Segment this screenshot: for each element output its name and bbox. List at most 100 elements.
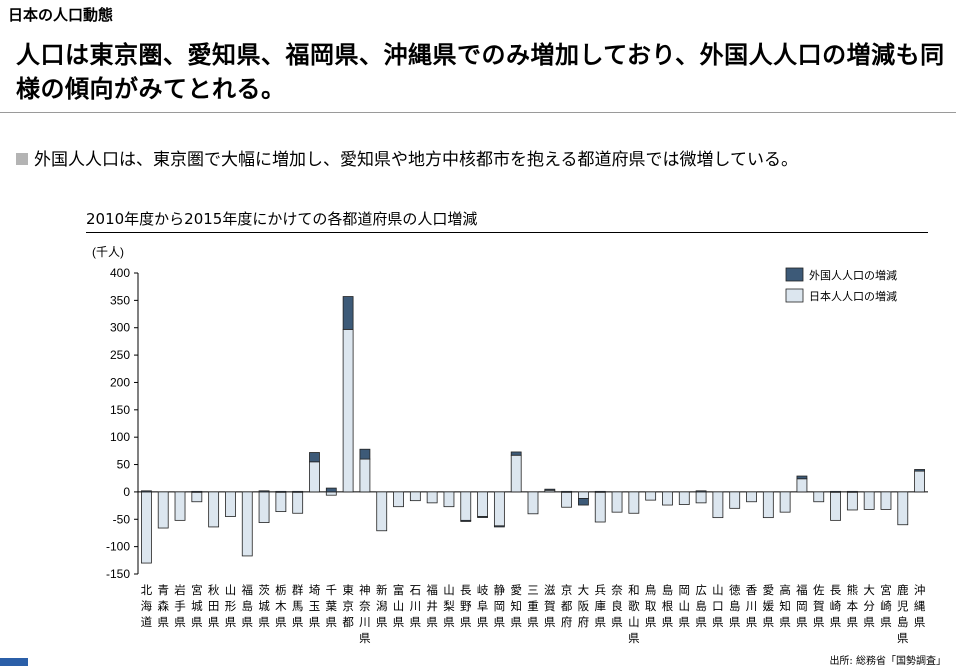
y-tick-label: 300 (110, 321, 130, 335)
bar-japanese-26 (578, 491, 589, 499)
bar-foreign-42 (846, 490, 858, 493)
bar-japanese-22 (510, 454, 522, 493)
x-category-label: 三重県 (527, 583, 539, 629)
bar-japanese-25 (561, 491, 573, 508)
bar-foreign-21 (493, 525, 505, 528)
bar-japanese-34 (712, 491, 724, 519)
x-category-label: 秋田県 (208, 583, 220, 629)
bar-japanese-4 (208, 491, 220, 528)
bar-japanese-17 (426, 491, 438, 504)
x-category-label: 大分県 (863, 583, 875, 629)
x-category-label: 沖縄県 (914, 583, 926, 629)
x-category-label: 群馬県 (292, 583, 304, 629)
x-category-label: 長崎県 (830, 583, 842, 629)
bar-japanese-9 (292, 491, 304, 514)
bar-foreign-19 (460, 519, 472, 522)
bar-foreign-12 (342, 296, 354, 330)
x-category-label: 高知県 (779, 583, 791, 629)
bar-foreign-46 (914, 469, 925, 472)
x-category-label: 京都府 (561, 583, 573, 629)
x-category-label: 東京都 (342, 583, 354, 629)
bar-japanese-8 (275, 491, 287, 513)
bullet-row: 外国人人口は、東京圏で大幅に増加し、愛知県や地方中核都市を抱える都道府県では微増… (16, 145, 798, 170)
bar-japanese-7 (258, 491, 270, 523)
bar-foreign-26 (578, 498, 589, 506)
y-tick-label: 100 (110, 430, 130, 444)
bar-foreign-22 (510, 451, 522, 456)
bottom-logo-fragment (0, 658, 28, 666)
bar-japanese-31 (662, 491, 673, 506)
x-category-label: 鳥取県 (645, 583, 657, 629)
x-category-label: 和歌山県 (628, 583, 640, 645)
bar-foreign-9 (292, 490, 304, 493)
x-category-label: 滋賀県 (544, 583, 556, 629)
x-category-label: 青森県 (157, 583, 169, 629)
bar-japanese-40 (813, 491, 825, 503)
chart-title: 2010年度から2015年度にかけての各都道府県の人口増減 (86, 210, 478, 228)
x-category-label: 大阪府 (578, 583, 590, 629)
y-tick-label: 250 (110, 348, 130, 362)
x-category-label: 熊本県 (847, 583, 859, 629)
bar-foreign-20 (477, 516, 488, 518)
x-category-label: 鹿児島県 (897, 583, 909, 645)
bar-japanese-1 (157, 491, 169, 529)
bar-japanese-29 (628, 491, 640, 514)
x-category-label: 岡山県 (679, 583, 691, 629)
x-category-label: 富山県 (393, 583, 405, 629)
x-category-label: 山梨県 (443, 583, 455, 629)
y-tick-label: -150 (106, 567, 130, 581)
bar-japanese-44 (880, 491, 892, 510)
bar-foreign-7 (258, 490, 270, 493)
bar-japanese-3 (191, 491, 203, 503)
x-category-label: 岩手県 (174, 583, 186, 629)
y-tick-label: 150 (110, 403, 130, 417)
bullet-text: 外国人人口は、東京圏で大幅に増加し、愛知県や地方中核都市を抱える都道府県では微増… (34, 150, 798, 170)
bar-japanese-36 (746, 491, 757, 503)
x-category-label: 岐阜県 (477, 583, 489, 629)
bar-japanese-20 (477, 491, 488, 517)
bar-foreign-25 (561, 490, 573, 493)
x-category-label: 栃木県 (275, 583, 287, 629)
bar-japanese-10 (309, 461, 320, 493)
y-tick-label: 350 (110, 293, 130, 307)
x-category-label: 福島県 (242, 583, 254, 629)
bullet-square-icon (16, 153, 28, 165)
x-category-label: 長野県 (460, 583, 472, 629)
y-tick-label: 400 (110, 266, 130, 280)
legend-label-japanese: 日本人人口の増減 (809, 289, 897, 303)
bar-japanese-37 (762, 491, 774, 519)
bar-japanese-13 (359, 458, 371, 493)
bar-japanese-5 (225, 491, 236, 517)
bar-foreign-27 (594, 490, 606, 493)
x-category-label: 広島県 (695, 583, 707, 629)
y-tick-label: -100 (106, 540, 130, 554)
bar-foreign-33 (695, 490, 707, 493)
y-tick-label: 0 (123, 485, 130, 499)
x-category-label: 宮崎県 (880, 583, 892, 629)
bar-japanese-30 (645, 491, 657, 501)
x-category-label: 石川県 (410, 583, 422, 629)
page-headline: 人口は東京圏、愛知県、福岡県、沖縄県でのみ増加しており、外国人人口の増減も同様の… (16, 41, 945, 103)
x-category-label: 愛媛県 (763, 583, 775, 629)
x-category-label: 茨城県 (258, 583, 270, 629)
x-category-label: 香川県 (746, 583, 758, 629)
source-note: 出所: 総務省「国勢調査」 (829, 656, 946, 667)
x-category-label: 山口県 (712, 583, 724, 629)
bar-japanese-45 (897, 491, 909, 526)
x-category-label: 神奈川県 (359, 583, 371, 645)
bar-foreign-3 (191, 490, 203, 493)
x-category-label: 北海道 (141, 583, 153, 629)
x-category-label: 山形県 (225, 583, 237, 629)
y-tick-label: 50 (117, 458, 131, 472)
x-category-label: 千葉県 (326, 583, 338, 629)
x-category-label: 佐賀県 (813, 583, 825, 629)
bar-japanese-21 (493, 491, 505, 527)
bar-japanese-27 (594, 491, 606, 523)
bar-foreign-8 (275, 490, 287, 493)
legend-swatch-foreign (785, 267, 804, 282)
bar-japanese-12 (342, 328, 354, 493)
bar-foreign-24 (544, 488, 556, 491)
bar-japanese-16 (409, 491, 421, 502)
chart-title-divider (86, 232, 928, 233)
